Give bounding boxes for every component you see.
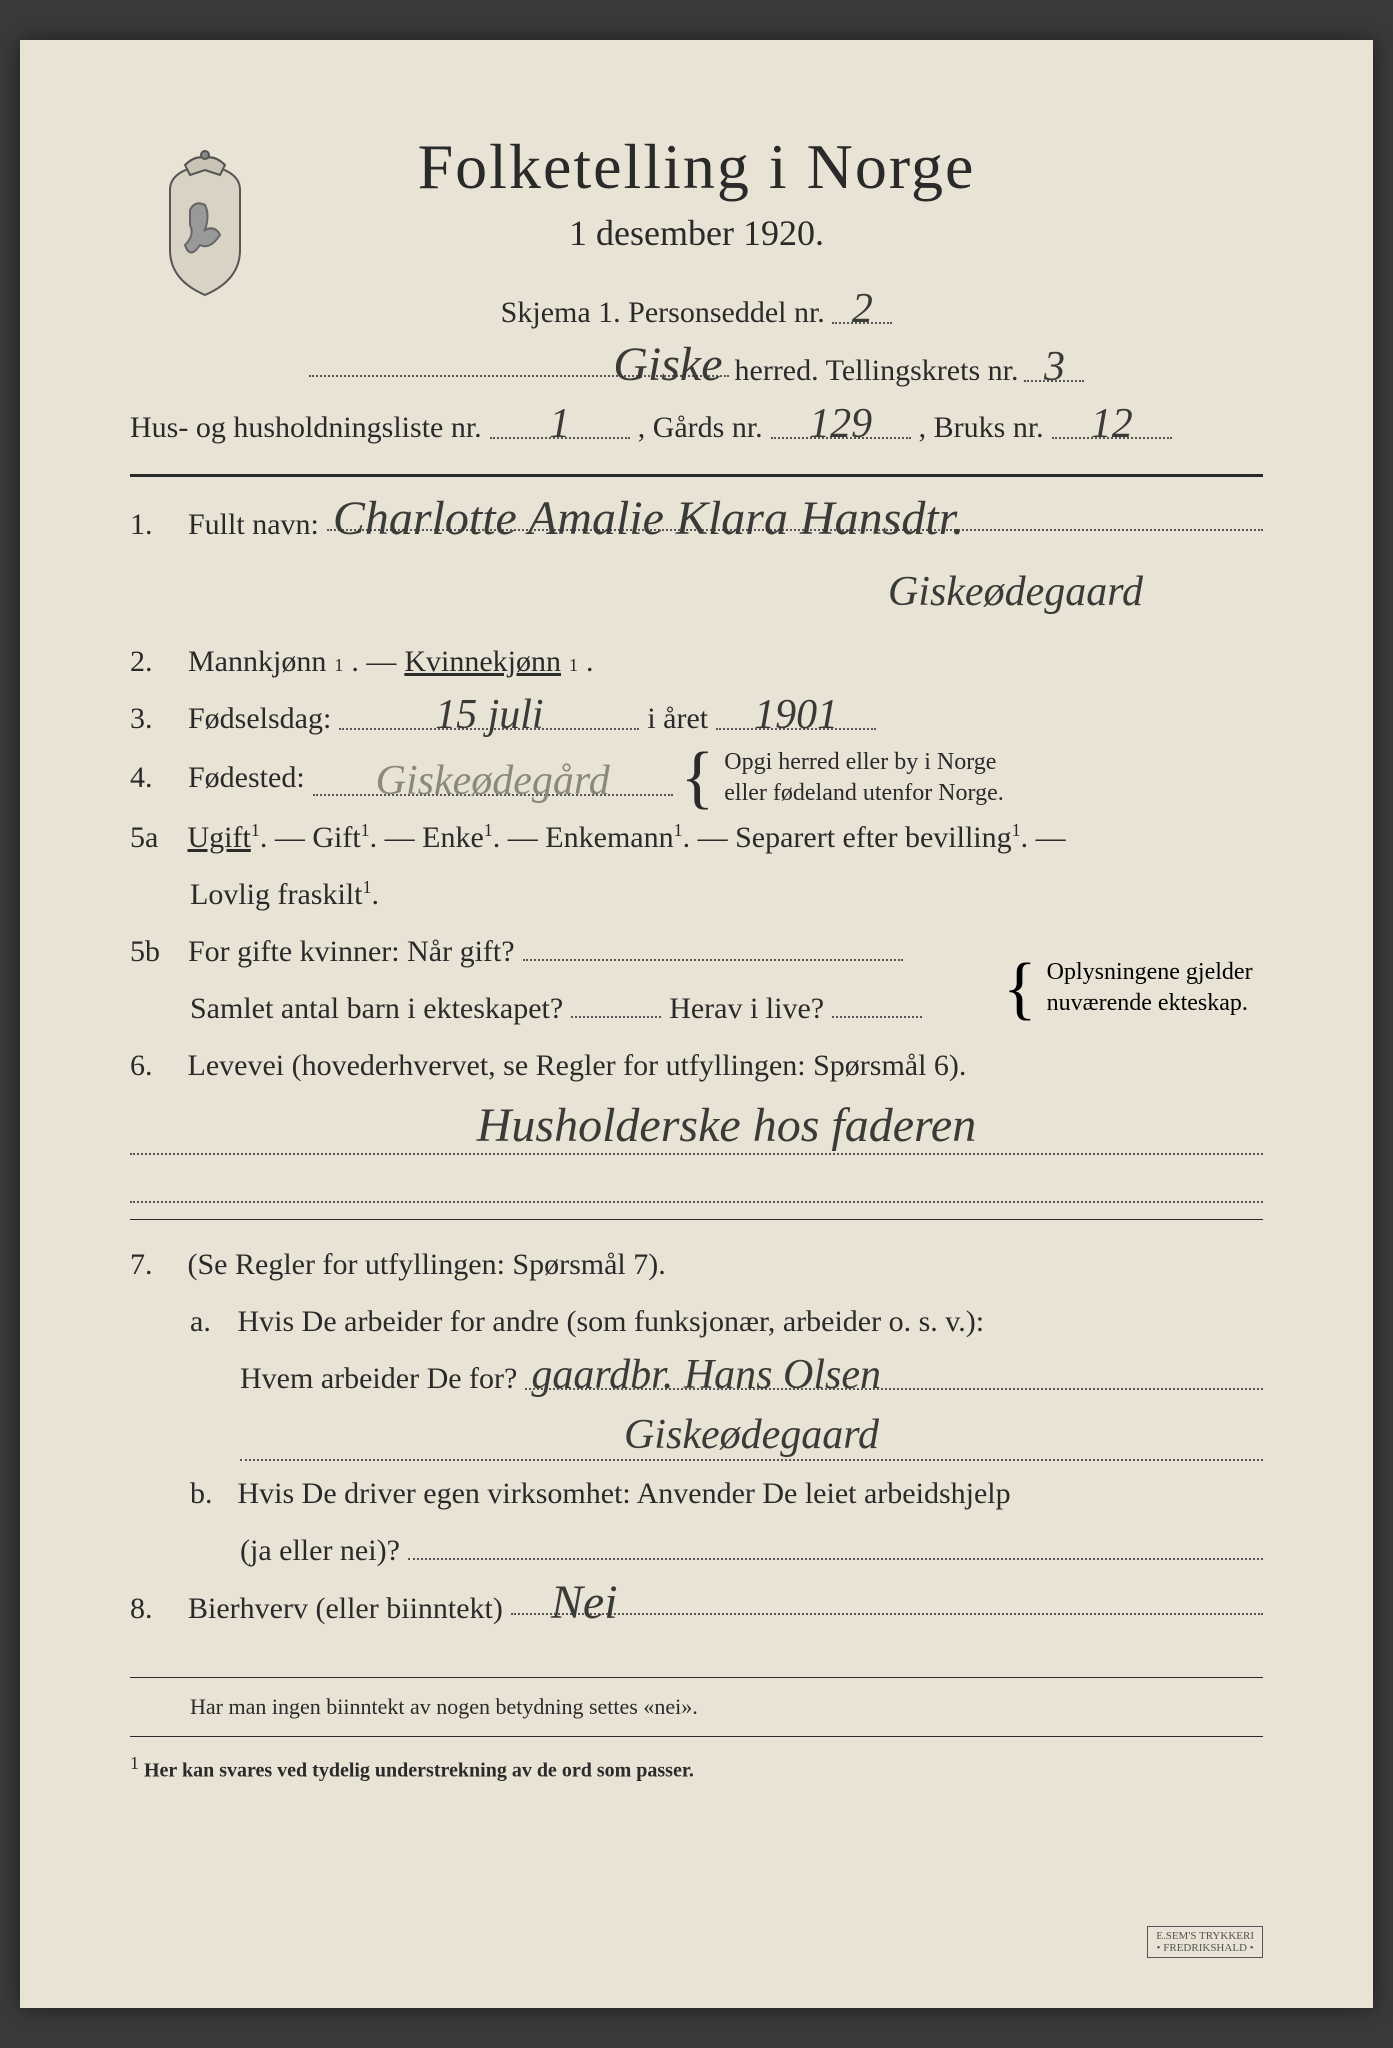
divider	[130, 1219, 1263, 1220]
q8-label: Bierhverv (eller biinntekt)	[188, 1580, 503, 1637]
question-7a-line1: a. Hvis De arbeider for andre (som funks…	[130, 1293, 1263, 1350]
skjema-label: Skjema 1. Personseddel nr.	[501, 296, 825, 329]
footer-note2: 1 Her kan svares ved tydelig understrekn…	[130, 1753, 1263, 1783]
q3-date: 15 juli	[435, 694, 544, 736]
bruks-nr: 12	[1091, 403, 1133, 445]
q7a-line2: Hvem arbeider De for?	[240, 1350, 517, 1407]
q5a-line2: Lovlig fraskilt1.	[130, 866, 1263, 923]
husliste-label: Hus- og husholdningsliste nr.	[130, 399, 482, 456]
question-5b-line2: Samlet antal barn i ekteskapet? Herav i …	[130, 980, 1263, 1037]
gards-nr: 129	[809, 403, 872, 445]
q6-answer-line2	[130, 1159, 1263, 1203]
question-7a-line2: Hvem arbeider De for? gaardbr. Hans Olse…	[130, 1350, 1263, 1407]
divider	[130, 474, 1263, 477]
q7b-line1: Hvis De driver egen virksomhet: Anvender…	[238, 1477, 1011, 1510]
q5b-line2b: Herav i live?	[669, 980, 824, 1037]
q1-value2: Giskeødegaard	[888, 553, 1143, 633]
bruks-label: , Bruks nr.	[919, 399, 1044, 456]
q4-bracket: { Opgi herred eller by i Norge eller fød…	[681, 747, 1004, 809]
question-5b-line1: 5b For gifte kvinner: Når gift?	[130, 923, 1263, 980]
q4-bracket-line2: eller fødeland utenfor Norge.	[724, 780, 1003, 806]
herred-label: herred. Tellingskrets nr.	[735, 342, 1019, 399]
q6-num: 6.	[130, 1037, 180, 1094]
q1-label: Fullt navn:	[188, 496, 319, 553]
q5a-opt4: Enkemann	[545, 821, 673, 854]
personseddel-nr: 2	[852, 288, 873, 330]
q3-num: 3.	[130, 690, 180, 747]
q2-num: 2.	[130, 633, 180, 690]
q3-label: Fødselsdag:	[188, 690, 331, 747]
gards-label: , Gårds nr.	[638, 399, 763, 456]
q8-num: 8.	[130, 1580, 180, 1637]
q7-num: 7.	[130, 1236, 180, 1293]
page-subtitle: 1 desember 1920.	[130, 212, 1263, 254]
census-form-page: Folketelling i Norge 1 desember 1920. Sk…	[20, 40, 1373, 2008]
question-6: 6. Levevei (hovederhvervet, se Regler fo…	[130, 1037, 1263, 1094]
question-1: 1. Fullt navn: Charlotte Amalie Klara Ha…	[130, 495, 1263, 553]
q1-value: Charlotte Amalie Klara Hansdtr.	[333, 495, 964, 543]
meta-line-1: Skjema 1. Personseddel nr. 2	[130, 284, 1263, 341]
husliste-nr: 1	[549, 403, 570, 445]
herred-value: Giske	[613, 341, 722, 389]
question-4: 4. Fødested: Giskeødegård { Opgi herred …	[130, 747, 1263, 809]
q4-value: Giskeødegård	[376, 760, 610, 802]
q6-value: Husholderske hos faderen	[477, 1098, 976, 1153]
page-title: Folketelling i Norge	[130, 130, 1263, 204]
question-7: 7. (Se Regler for utfyllingen: Spørsmål …	[130, 1236, 1263, 1293]
q1-num: 1.	[130, 496, 180, 553]
question-7b-line1: b. Hvis De driver egen virksomhet: Anven…	[130, 1465, 1263, 1522]
q5b-line1: For gifte kvinner: Når gift?	[188, 923, 515, 980]
stamp-line2: • FREDRIKSHALD •	[1157, 1942, 1254, 1954]
q5b-line2a: Samlet antal barn i ekteskapet?	[190, 980, 563, 1037]
q5a-opt1: Ugift	[188, 821, 251, 854]
q4-label: Fødested:	[188, 749, 305, 806]
q8-value: Nei	[551, 1579, 618, 1627]
q7a-line3: Giskeødegaard	[240, 1411, 1263, 1461]
q7a-line1: Hvis De arbeider for andre (som funksjon…	[238, 1305, 985, 1338]
q4-num: 4.	[130, 749, 180, 806]
question-8: 8. Bierhverv (eller biinntekt) Nei	[130, 1579, 1263, 1637]
printer-stamp: E.SEM'S TRYKKERI • FREDRIKSHALD •	[1147, 1926, 1263, 1958]
q5a-num: 5a	[130, 809, 180, 866]
q6-answer-line: Husholderske hos faderen	[130, 1098, 1263, 1155]
q7a-num: a.	[190, 1293, 230, 1350]
q5b-num: 5b	[130, 923, 180, 980]
q5a-opt2: Gift	[312, 821, 360, 854]
meta-line-3: Hus- og husholdningsliste nr. 1 , Gårds …	[130, 399, 1263, 456]
q7a-value: gaardbr. Hans Olsen	[531, 1354, 881, 1396]
q2-mann: Mannkjønn	[188, 633, 326, 690]
meta-line-2: Giske herred. Tellingskrets nr. 3	[130, 341, 1263, 399]
q7-label: (Se Regler for utfyllingen: Spørsmål 7).	[188, 1248, 666, 1281]
divider	[130, 1736, 1263, 1737]
q2-kvinne: Kvinnekjønn	[404, 633, 561, 690]
question-5a: 5a Ugift1. — Gift1. — Enke1. — Enkemann1…	[130, 809, 1263, 866]
q1-line2: Giskeødegaard	[130, 553, 1263, 633]
form-header: Folketelling i Norge 1 desember 1920.	[130, 130, 1263, 254]
tellingskrets-nr: 3	[1044, 346, 1065, 388]
question-7b-line2: (ja eller nei)?	[130, 1522, 1263, 1579]
q4-bracket-line1: Opgi herred eller by i Norge	[724, 749, 996, 775]
question-3: 3. Fødselsdag: 15 juli i året 1901	[130, 690, 1263, 747]
q7b-num: b.	[190, 1465, 230, 1522]
q5a-opt5: Separert efter bevilling	[735, 821, 1012, 854]
question-2: 2. Mannkjønn1. — Kvinnekjønn1.	[130, 633, 1263, 690]
q5a-opt3: Enke	[422, 821, 484, 854]
q6-label: Levevei (hovederhvervet, se Regler for u…	[188, 1049, 967, 1082]
q7a-value2: Giskeødegaard	[624, 1411, 879, 1459]
q3-year: 1901	[754, 694, 838, 736]
q3-year-label: i året	[647, 690, 708, 747]
footer-note1: Har man ingen biinntekt av nogen betydni…	[130, 1694, 1263, 1720]
stamp-line1: E.SEM'S TRYKKERI	[1156, 1930, 1254, 1942]
q7b-line2: (ja eller nei)?	[240, 1522, 400, 1579]
q5a-opt6: Lovlig fraskilt	[190, 878, 362, 911]
coat-of-arms-icon	[150, 150, 260, 300]
divider	[130, 1677, 1263, 1678]
